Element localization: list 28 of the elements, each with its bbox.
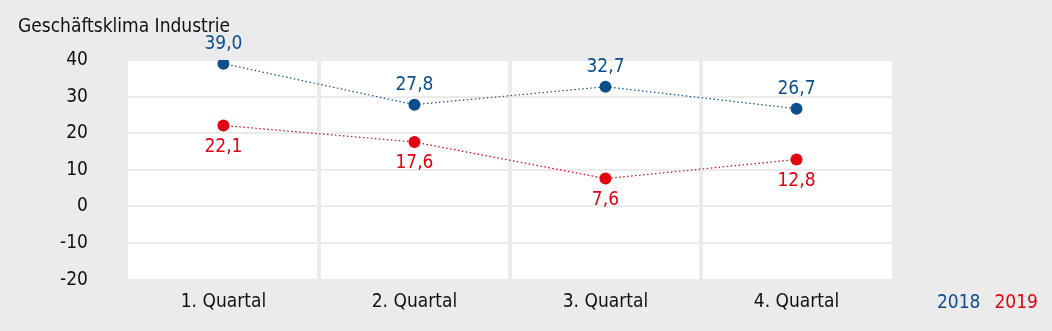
data-label: 27,8 [395,72,434,95]
y-tick-label: 20 [66,120,88,143]
y-tick-label: -10 [59,229,88,252]
point [599,172,612,185]
point [790,102,803,115]
data-label: 12,8 [777,167,816,190]
point [217,119,230,132]
data-label: 32,7 [586,54,625,77]
point [599,80,612,93]
x-tick-label: 2. Quartal [371,288,458,311]
point [217,60,230,70]
data-label: 17,6 [395,150,434,173]
point [408,135,421,148]
x-tick-label: 3. Quartal [562,288,649,311]
point [790,153,803,166]
y-tick-label: -20 [59,266,88,289]
point [408,98,421,111]
y-tick-label: 40 [66,46,88,69]
y-tick-label: 0 [77,193,88,216]
x-tick-label: 1. Quartal [180,288,267,311]
data-label: 26,7 [777,76,816,99]
x-tick-label: 4. Quartal [753,288,840,311]
y-tick-label: 30 [66,83,88,106]
text: 2018 [937,290,981,312]
text: 2019 [994,290,1038,312]
data-label: 7,6 [591,187,620,210]
y-tick-label: 10 [66,156,88,179]
data-label: 22,1 [204,133,243,156]
